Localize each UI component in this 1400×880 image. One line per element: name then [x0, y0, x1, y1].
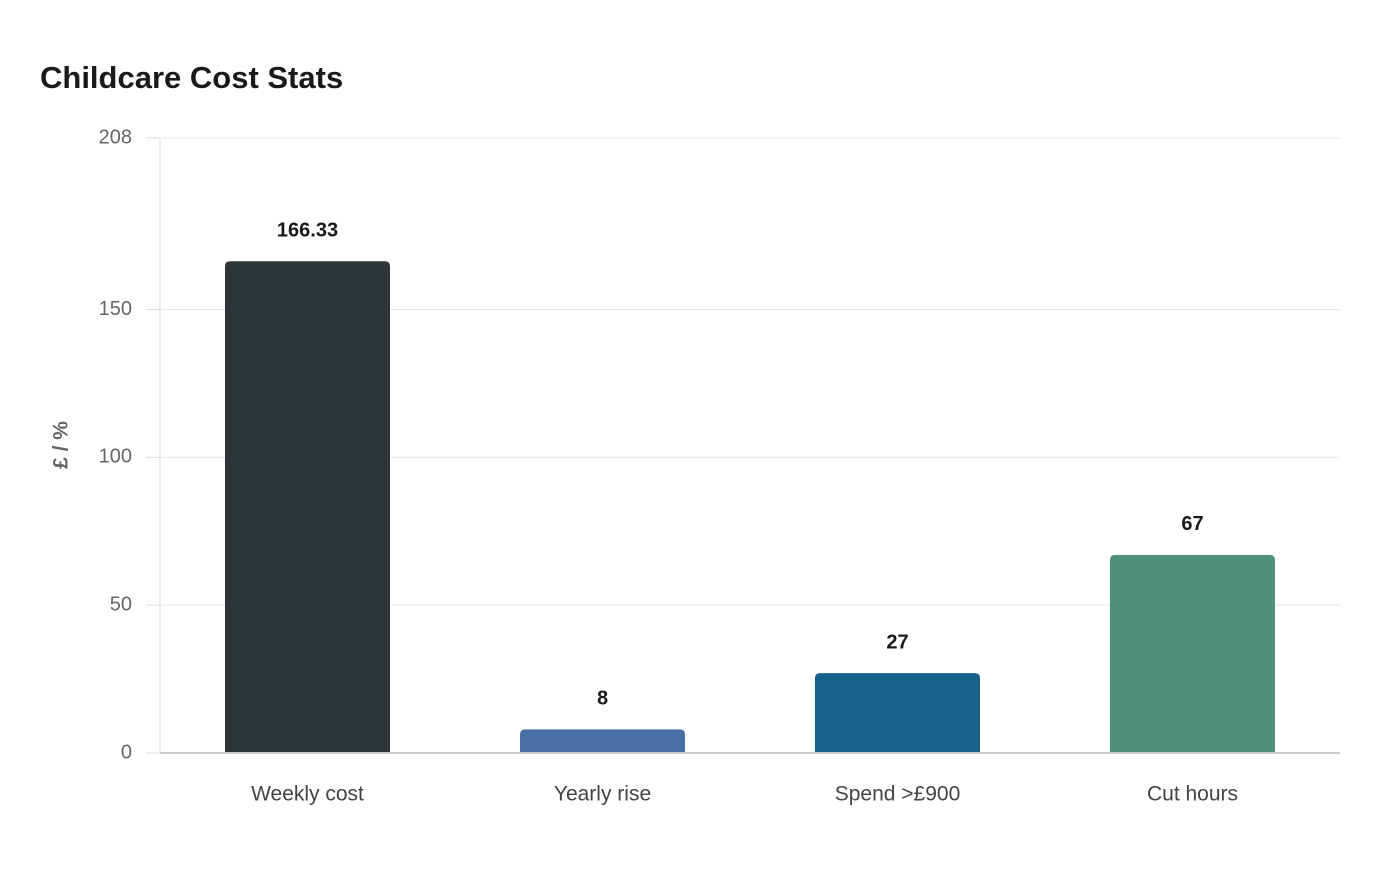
chart-title: Childcare Cost Stats — [40, 60, 343, 95]
y-axis-label: £ / % — [50, 421, 73, 469]
x-tick-label: Spend >£900 — [835, 783, 961, 806]
bar — [225, 261, 390, 753]
y-tick-label: 150 — [99, 298, 132, 320]
x-tick-label: Weekly cost — [251, 783, 364, 806]
value-label: 67 — [1181, 513, 1203, 535]
y-tick-label: 50 — [110, 593, 132, 615]
value-label: 166.33 — [277, 219, 338, 241]
value-label: 8 — [597, 688, 608, 710]
bar — [1110, 554, 1275, 753]
y-tick-label: 100 — [99, 446, 132, 468]
value-label: 27 — [886, 631, 908, 653]
y-tick-label: 0 — [121, 741, 132, 763]
x-tick-label: Cut hours — [1147, 783, 1238, 806]
bar — [520, 729, 685, 753]
bar — [815, 673, 980, 753]
x-tick-label: Yearly rise — [554, 783, 651, 806]
y-tick-label: 208 — [99, 126, 132, 148]
